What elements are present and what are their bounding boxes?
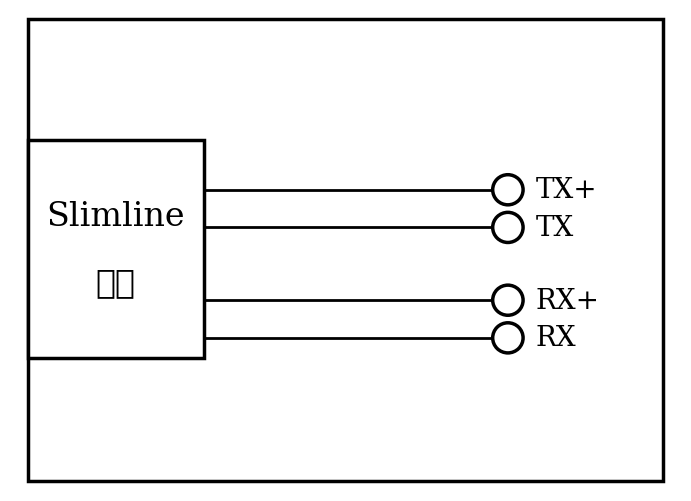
Text: 公头: 公头 (96, 266, 135, 298)
Ellipse shape (493, 175, 523, 205)
Ellipse shape (493, 213, 523, 243)
Text: TX+: TX+ (536, 177, 597, 204)
Text: RX: RX (536, 325, 576, 352)
Ellipse shape (493, 323, 523, 353)
Text: TX: TX (536, 214, 574, 241)
Ellipse shape (493, 286, 523, 316)
Text: Slimline: Slimline (46, 201, 185, 232)
Bar (28, 140, 204, 358)
Text: RX+: RX+ (536, 287, 600, 314)
